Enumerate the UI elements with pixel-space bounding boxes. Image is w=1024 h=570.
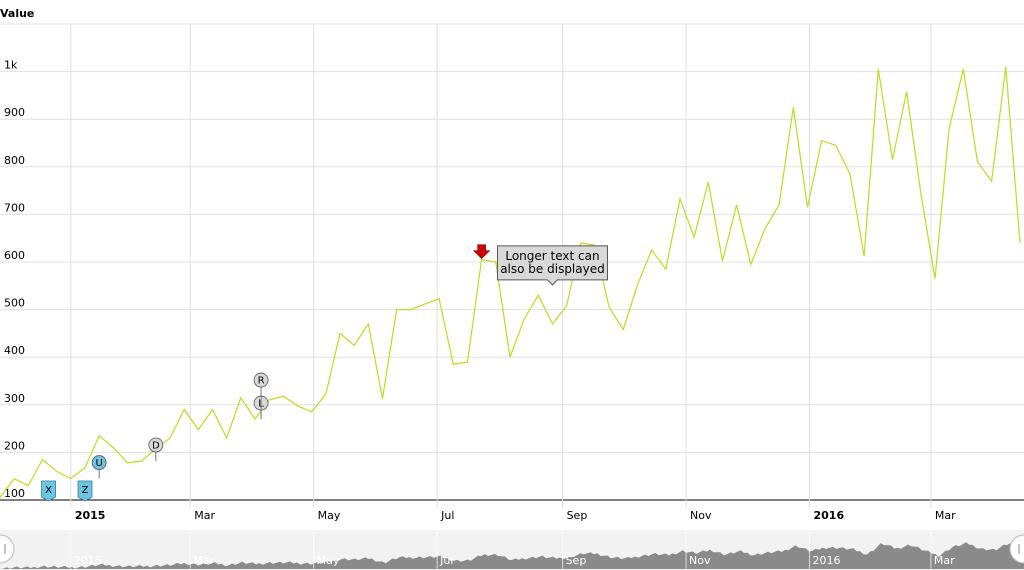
y-tick-label: 600 [4,249,25,262]
x-tick-label: Mar [935,509,956,522]
scrollbar-label: 2016 [812,554,840,567]
pin-circle [148,437,164,453]
y-tick-label: 800 [4,154,25,167]
y-tick-label: 1k [4,59,18,72]
flag-shape [77,480,93,502]
grip-circle [0,534,15,564]
y-tick-label: 400 [4,344,25,357]
scrollbar-label: Mar [934,554,955,567]
scrollbar-right-grip[interactable] [1009,534,1024,564]
x-tick-label: 2016 [813,509,844,522]
pin-marker-r: R [253,372,269,420]
pin-marker-u: U [91,455,107,479]
y-axis: 100 200 300 400 500 600 700 800 900 1k [4,59,25,500]
scrollbar-preview-area [0,542,1024,569]
scrollbar-label: Nov [689,554,711,567]
event-markers: XZUDLR [41,244,491,502]
x-tick-label: Nov [690,509,712,522]
grid [0,23,1024,508]
scrollbar-label: Jul [439,554,453,567]
pin-circle [253,372,269,388]
scrollbar-label: 2015 [74,554,102,567]
pin-circle [91,455,107,470]
balloon-text: Longer text can [505,249,599,263]
scrollbar-label: May [317,554,340,567]
x-tick-label: May [318,509,341,522]
y-tick-label: 300 [4,392,25,405]
arrow-shape [472,244,491,260]
scrollbar-label: Mar [193,554,214,567]
scrollbar-left-grip[interactable] [0,534,15,564]
balloon-shape [496,245,608,286]
y-axis-title: Value [0,7,34,20]
x-tick-label: Mar [194,509,215,522]
series-line [0,66,1021,498]
pin-label: U [95,458,102,469]
y-tick-label: 900 [4,106,25,119]
flag-marker-x: X [41,480,56,502]
x-tick-label: 2015 [75,509,106,522]
flag-marker-z: Z [77,480,93,502]
flag-label: Z [82,485,89,496]
scrollbar-label: Sep [566,554,587,567]
series-layer [0,66,1021,498]
chart-scrollbar[interactable]: 2015 Mar May Jul Sep Nov 2016 Mar [0,530,1024,570]
flag-shape [41,480,56,502]
x-axis: 2015 Mar May Jul Sep Nov 2016 Mar [75,509,956,522]
y-tick-label: 100 [4,487,25,500]
pin-label: D [152,440,160,451]
flag-label: X [45,485,52,496]
y-tick-label: 700 [4,201,25,214]
x-tick-label: Sep [567,509,588,522]
grip-circle [1009,534,1024,564]
arrow-down-icon [472,244,491,260]
balloon-text: also be displayed [500,262,605,276]
y-tick-label: 500 [4,297,25,310]
y-tick-label: 200 [4,439,25,452]
pin-label: R [258,376,265,387]
pin-marker-d: D [148,437,164,461]
x-tick-label: Jul [440,509,454,522]
